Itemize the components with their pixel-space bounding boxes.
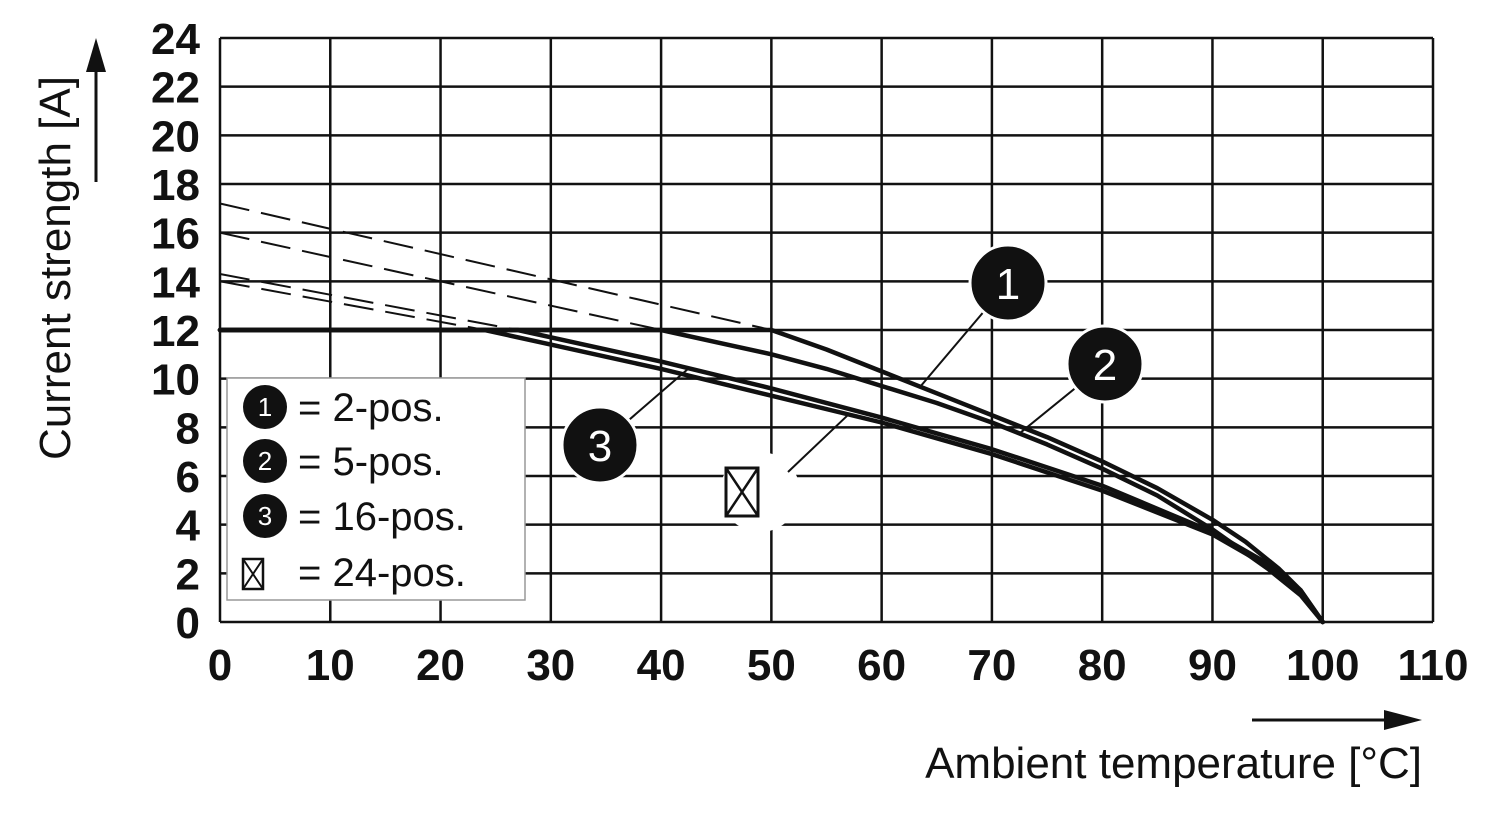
- legend-badge-1: [243, 385, 287, 429]
- callout-label: 1: [996, 260, 1020, 309]
- y-tick-label: 24: [151, 15, 200, 64]
- legend-badge-3: [243, 494, 287, 538]
- legend-item-3: 3 = 16-pos.: [243, 494, 466, 539]
- crossed-box-icon: [241, 557, 265, 591]
- callout-leader: [787, 413, 850, 473]
- y-axis-label: Current strength [A]: [31, 76, 80, 460]
- curve-callouts: 1 2 3: [560, 243, 1145, 532]
- y-tick-label: 12: [151, 307, 200, 356]
- y-tick-label: 8: [176, 404, 200, 453]
- callout-label: 3: [588, 422, 612, 471]
- crossed-box-diagonal: [724, 467, 760, 517]
- legend-text: = 16-pos.: [298, 495, 466, 539]
- x-tick-label: 70: [967, 641, 1016, 690]
- x-tick-label: 80: [1078, 641, 1127, 690]
- callout-badge: [1065, 324, 1145, 404]
- x-tick-label: 0: [208, 641, 232, 690]
- x-tick-label: 90: [1188, 641, 1237, 690]
- legend-badge-label: 1: [258, 392, 272, 422]
- y-tick-label: 22: [151, 64, 200, 113]
- legend-badge-2: [243, 439, 287, 483]
- x-axis-label: Ambient temperature [°C]: [925, 739, 1422, 788]
- legend-text: = 5-pos.: [298, 440, 444, 484]
- legend-item-2: 2 = 5-pos.: [243, 439, 444, 484]
- legend-text: = 2-pos.: [298, 386, 444, 430]
- extrapolation-line: [219, 280, 485, 331]
- x-axis-arrow-icon: [1252, 710, 1422, 730]
- callout-2: 2: [1018, 324, 1145, 435]
- callout-3: 3: [560, 367, 690, 485]
- callout-label: 2: [1093, 341, 1117, 390]
- callout-badge: [560, 405, 640, 485]
- x-tick-label: 60: [857, 641, 906, 690]
- y-axis-arrow-icon: [86, 38, 106, 182]
- y-tick-label: 16: [151, 210, 200, 259]
- callout-4: [720, 413, 850, 532]
- y-tick-label: 10: [151, 356, 200, 405]
- y-tick-label: 0: [176, 599, 200, 648]
- x-tick-label: 110: [1398, 641, 1469, 690]
- legend-badge-label: 3: [258, 501, 272, 531]
- x-tick-label: 40: [637, 641, 686, 690]
- legend-text: = 24-pos.: [298, 551, 466, 595]
- x-tick-label: 100: [1286, 641, 1359, 690]
- x-tick-label: 10: [306, 641, 355, 690]
- curve-4: [217, 327, 1325, 625]
- callout-badge: [968, 243, 1048, 323]
- x-tick-labels: 0 10 20 30 40 50 60 70 80 90 100 110: [208, 641, 1469, 690]
- extrapolation-line: [219, 231, 662, 331]
- y-tick-label: 20: [151, 112, 200, 161]
- extrapolation-lines: [219, 202, 772, 331]
- extrapolation-line: [219, 202, 772, 331]
- x-tick-label: 30: [526, 641, 575, 690]
- y-tick-label: 18: [151, 161, 200, 210]
- x-tick-label: 20: [416, 641, 465, 690]
- legend-item-4: = 24-pos.: [241, 551, 466, 595]
- y-tick-label: 4: [176, 502, 201, 551]
- curve-1: [217, 327, 1325, 625]
- legend: 1 = 2-pos. 2 = 5-pos. 3 = 16-pos. = 24-p…: [226, 377, 526, 601]
- y-tick-label: 2: [176, 550, 200, 599]
- x-tick-label: 50: [747, 641, 796, 690]
- curves: [217, 327, 1325, 625]
- callout-1: 1: [919, 243, 1048, 388]
- y-tick-label: 6: [176, 453, 200, 502]
- plot-grid: [218, 36, 1435, 624]
- legend-item-1: 1 = 2-pos.: [243, 385, 444, 430]
- y-tick-label: 14: [151, 258, 200, 307]
- legend-badge-label: 2: [258, 446, 272, 476]
- extrapolation-line: [219, 273, 518, 331]
